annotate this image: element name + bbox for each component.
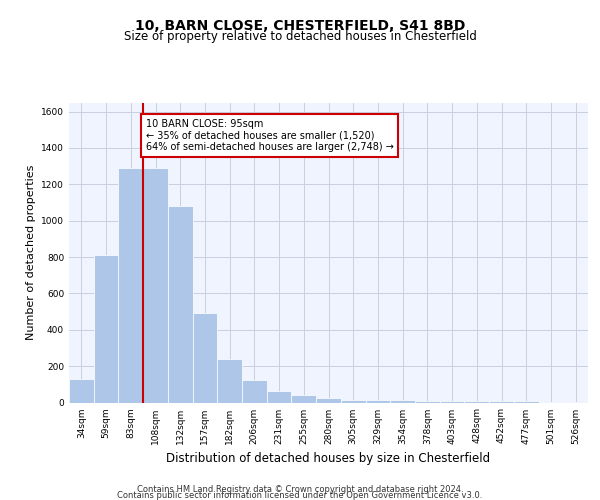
Text: Contains HM Land Registry data © Crown copyright and database right 2024.: Contains HM Land Registry data © Crown c… xyxy=(137,484,463,494)
Bar xyxy=(118,168,143,402)
Bar xyxy=(242,380,267,402)
Bar xyxy=(217,359,242,403)
Bar xyxy=(94,255,118,402)
Bar xyxy=(292,395,316,402)
Bar xyxy=(440,400,464,402)
Bar xyxy=(316,398,341,402)
Bar xyxy=(489,400,514,402)
Bar xyxy=(143,168,168,402)
Bar xyxy=(267,390,292,402)
Y-axis label: Number of detached properties: Number of detached properties xyxy=(26,165,35,340)
Bar xyxy=(390,400,415,402)
Bar xyxy=(168,206,193,402)
Text: Contains public sector information licensed under the Open Government Licence v3: Contains public sector information licen… xyxy=(118,491,482,500)
Bar xyxy=(193,314,217,402)
X-axis label: Distribution of detached houses by size in Chesterfield: Distribution of detached houses by size … xyxy=(166,452,491,465)
Text: Size of property relative to detached houses in Chesterfield: Size of property relative to detached ho… xyxy=(124,30,476,43)
Bar xyxy=(341,400,365,402)
Bar xyxy=(514,400,539,402)
Bar xyxy=(365,400,390,402)
Text: 10, BARN CLOSE, CHESTERFIELD, S41 8BD: 10, BARN CLOSE, CHESTERFIELD, S41 8BD xyxy=(135,18,465,32)
Bar xyxy=(415,400,440,402)
Bar xyxy=(69,379,94,402)
Bar xyxy=(464,400,489,402)
Text: 10 BARN CLOSE: 95sqm
← 35% of detached houses are smaller (1,520)
64% of semi-de: 10 BARN CLOSE: 95sqm ← 35% of detached h… xyxy=(146,119,394,152)
